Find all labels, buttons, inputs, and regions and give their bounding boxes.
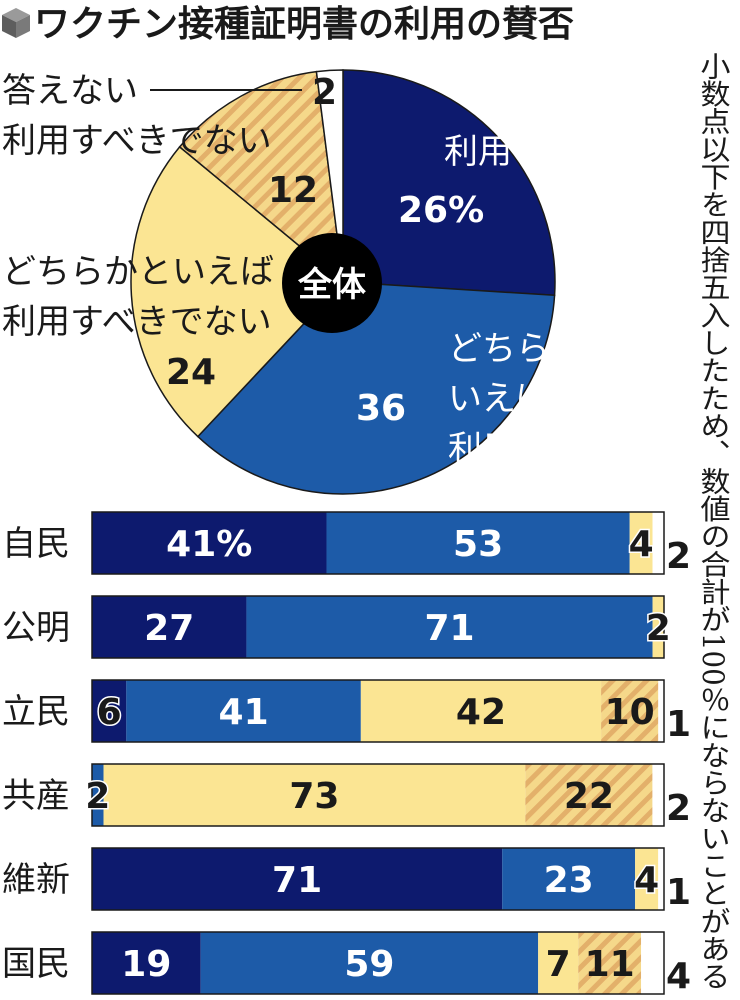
bar-segment-rather-should-use: [200, 932, 539, 994]
pie-label-rather-not-2: 利用すべきでない: [2, 302, 272, 342]
bar-segment-should-use: [92, 680, 127, 742]
pie-value-rather-use: 36: [356, 388, 406, 429]
bar-outline: [91, 679, 665, 743]
pie-label-no-answer: 答えない: [2, 71, 138, 111]
bar-value-label: 6: [97, 692, 122, 733]
pie-chart: [130, 69, 556, 495]
category-label: 共産: [2, 776, 70, 816]
bar-value-label: 41%: [166, 524, 252, 565]
bar-value-label: 23: [544, 860, 594, 901]
bar-segment-rather-should-not: [652, 596, 664, 658]
bar-outline: [91, 511, 665, 575]
bar-segment-rather-should-not: [629, 512, 653, 574]
bar-row: 自民 41% 53 4 2: [2, 511, 691, 577]
bar-segment-rather-should-not: [538, 932, 579, 994]
bar-segment-rather-should-use: [246, 596, 653, 658]
bar-value-label: 2: [85, 776, 110, 817]
bar-value-label: 19: [121, 944, 171, 985]
bar-row: 立民 6 41 42 10 1: [2, 679, 691, 745]
bar-value-label: 11: [585, 944, 635, 985]
bar-row: 国民 19 59 7 11 4: [2, 931, 691, 997]
bar-segment-rather-should-use: [326, 512, 630, 574]
bar-value-label: 27: [144, 608, 194, 649]
category-label: 自民: [2, 524, 70, 564]
bar-value-label: 22: [564, 776, 614, 817]
bar-segment-rather-should-not: [103, 764, 526, 826]
bar-outline: [91, 763, 665, 827]
bar-row: 維新 71 23 4 1: [2, 847, 691, 913]
bar-segment-should-not: [525, 764, 653, 826]
bar-value-label: 41: [219, 692, 269, 733]
stacked-bar-chart: 自民 41% 53 4 2公明 27 71 2立民 6 41 42 10 1共産 2 73 22 2維新 71 23…: [2, 511, 691, 997]
bar-value-label: 2: [666, 788, 691, 829]
pie-label-should-use: 利用すべきだ: [444, 132, 646, 172]
bar-segment-should-use: [92, 512, 327, 574]
bar-segment-rather-should-use: [126, 680, 361, 742]
bar-value-label: 7: [546, 944, 571, 985]
bar-segment-rather-should-use: [92, 764, 104, 826]
bar-value-label: 2: [666, 536, 691, 577]
pie-slice-no-answer: [315, 69, 344, 283]
pie-value-should-not: 12: [268, 170, 318, 211]
bar-segment-should-use: [92, 596, 247, 658]
pie-center-label: 全体: [297, 265, 366, 305]
bar-value-label: 4: [634, 860, 659, 901]
pie-slice-should-not: [178, 70, 344, 284]
bar-value-label: 71: [424, 608, 474, 649]
bar-value-label: 1: [666, 704, 691, 745]
pie-label-rather-use-2: いえば: [448, 379, 550, 419]
bar-segment-no-answer: [658, 848, 664, 910]
category-label: 国民: [2, 944, 70, 984]
pie-label-rather-not-1: どちらかといえば: [2, 252, 274, 292]
pie-center: [282, 233, 382, 333]
bar-value-label: 4: [629, 524, 654, 565]
bar-segment-no-answer: [658, 680, 664, 742]
bar-segment-should-use: [92, 932, 201, 994]
bar-row: 公明 27 71 2: [2, 595, 672, 659]
pie-value-no-answer: 2: [312, 72, 337, 113]
category-label: 立民: [2, 692, 70, 732]
bar-segment-should-not: [578, 932, 642, 994]
bar-segment-should-use: [92, 848, 503, 910]
bar-segment-no-answer: [641, 932, 664, 994]
bar-value-label: 10: [605, 692, 655, 733]
title-block: ワクチン接種証明書の利用の賛否: [2, 4, 574, 45]
bar-row: 共産 2 73 22 2: [2, 763, 691, 829]
bar-segment-rather-should-not: [635, 848, 659, 910]
pie-slice-should-use: [342, 69, 556, 297]
bar-outline: [91, 931, 665, 995]
bar-outline: [91, 847, 665, 911]
bar-segment-no-answer: [652, 764, 664, 826]
category-label: 公明: [2, 608, 70, 648]
bar-value-label: 4: [666, 956, 691, 997]
bar-segment-should-not: [601, 680, 659, 742]
bar-value-label: 53: [453, 524, 503, 565]
bar-segment-no-answer: [652, 512, 664, 574]
bar-value-label: 1: [666, 872, 691, 913]
pie-value-rather-not: 24: [166, 352, 216, 393]
pie-label-rather-use-1: どちらかと: [448, 329, 618, 369]
bar-value-label: 71: [272, 860, 322, 901]
bar-segment-rather-should-not: [360, 680, 602, 742]
bar-value-label: 2: [646, 608, 671, 649]
chart-title: ワクチン接種証明書の利用の賛否: [34, 4, 574, 45]
cube-icon: [2, 8, 30, 38]
bar-segment-rather-should-use: [502, 848, 636, 910]
bar-value-label: 59: [344, 944, 394, 985]
pie-slice-rather-should-use: [196, 281, 556, 495]
category-label: 維新: [2, 860, 70, 900]
pie-value-should-use: 26%: [398, 190, 484, 231]
pie-label-rather-use-3: 利用すべきだ: [448, 429, 650, 469]
bar-value-label: 42: [456, 692, 506, 733]
pie-labels: 答えない 2 利用すべきでない 12 利用すべきだ 26% どちらかといえば 利…: [2, 71, 650, 469]
bar-value-label: 73: [289, 776, 339, 817]
pie-label-should-not: 利用すべきでない: [2, 121, 272, 161]
pie-slice-rather-should-not: [130, 145, 345, 438]
footnote: 小数点以下を四捨五入したため、数値の合計が100％にならないことがある: [695, 52, 731, 990]
bar-outline: [91, 595, 665, 659]
